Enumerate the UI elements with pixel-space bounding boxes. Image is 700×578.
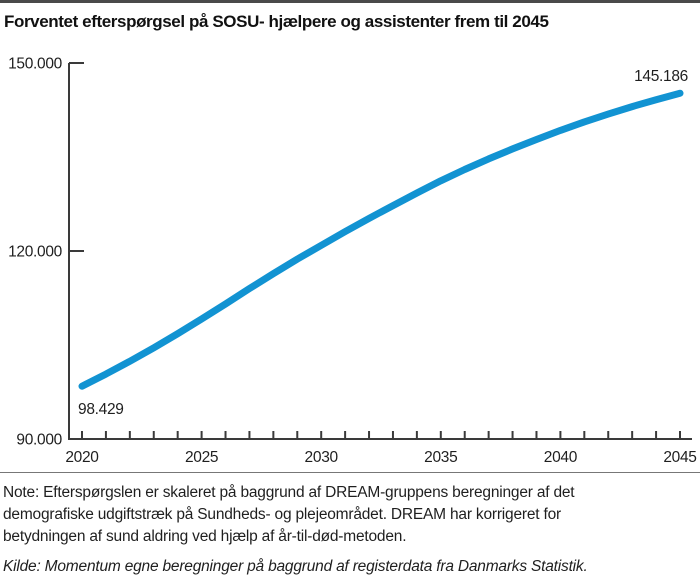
x-tick-label: 2035	[424, 449, 457, 466]
start-value-label: 98.429	[78, 401, 124, 418]
y-tick-label: 90.000	[16, 432, 62, 449]
y-tick-label: 150.000	[8, 56, 63, 73]
note-line-2: demografiske udgiftstræk på Sundheds- og…	[3, 506, 561, 523]
x-tick-label: 2045	[663, 449, 696, 466]
note-line-1: Note: Efterspørgslen er skaleret på bagg…	[3, 484, 575, 501]
demand-line	[78, 89, 684, 390]
y-tick-label: 120.000	[8, 244, 63, 261]
chart-title: Forventet efterspørgsel på SOSU- hjælper…	[4, 12, 549, 31]
note-line-3: betydningen af sund aldring ved hjælp af…	[3, 528, 407, 545]
divider-line	[0, 472, 700, 473]
end-value-label: 145.186	[634, 68, 688, 85]
x-tick-label: 2040	[544, 449, 578, 466]
x-tick-label: 2020	[65, 449, 99, 466]
x-tick-label: 2025	[185, 449, 218, 466]
chart-source: Kilde: Momentum egne beregninger på bagg…	[3, 558, 588, 575]
chart-note: Note: Efterspørgslen er skaleret på bagg…	[3, 482, 697, 548]
x-tick-label: 2030	[305, 449, 339, 466]
